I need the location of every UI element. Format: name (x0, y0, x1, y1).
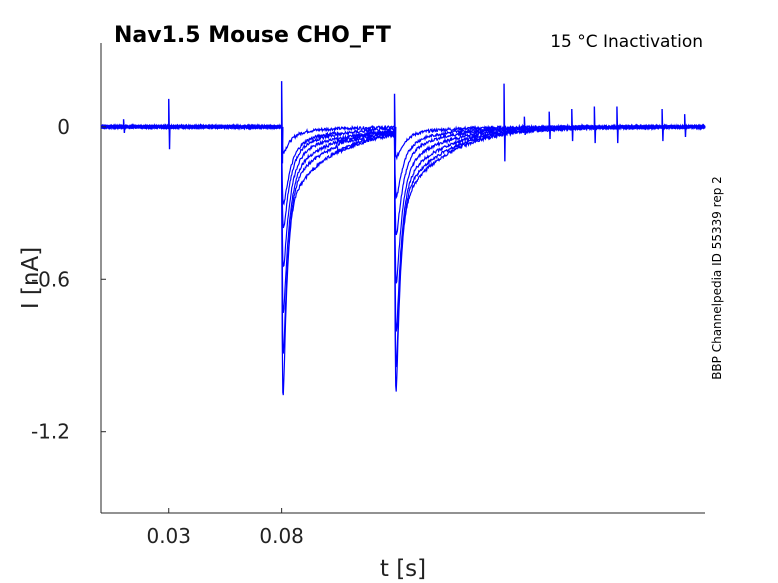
chart-subtitle: 15 °C Inactivation (550, 32, 703, 52)
capacitive-artifact-7 (548, 111, 552, 140)
capacitive-artifact-10 (616, 106, 619, 144)
capacitive-artifact-5 (503, 83, 506, 162)
capacitive-artifact-1 (122, 119, 126, 133)
capacitive-artifact-6 (523, 116, 527, 136)
channelpedia-id-label: BBP Channelpedia ID 55339 rep 2 (710, 176, 724, 380)
x-tick-label: 0.03 (146, 524, 191, 548)
y-tick-label: 0 (57, 115, 70, 139)
chart-title: Nav1.5 Mouse CHO_FT (114, 23, 391, 48)
capacitive-artifact-3 (280, 81, 284, 164)
capacitive-artifact-11 (661, 109, 664, 142)
capacitive-artifact-8 (571, 109, 574, 142)
capacitive-artifact-4 (393, 93, 397, 154)
x-ticks: 0.03 0.08 (146, 508, 304, 548)
x-tick-label: 0.08 (259, 524, 304, 548)
capacitive-artifact-12 (683, 114, 687, 138)
y-tick-label: -0.6 (31, 267, 70, 291)
capacitive-artifact-9 (593, 106, 597, 144)
capacitive-artifact-2 (168, 98, 171, 150)
y-tick-label: -1.2 (31, 420, 70, 444)
y-axis-label: I [nA] (18, 247, 44, 309)
x-axis-label: t [s] (380, 556, 426, 582)
plot-area: 0 -0.6 -1.2 0.03 0.08 (31, 43, 706, 548)
current-trace-7 (100, 123, 706, 396)
y-ticks: 0 -0.6 -1.2 (31, 115, 106, 444)
current-traces (100, 81, 706, 396)
